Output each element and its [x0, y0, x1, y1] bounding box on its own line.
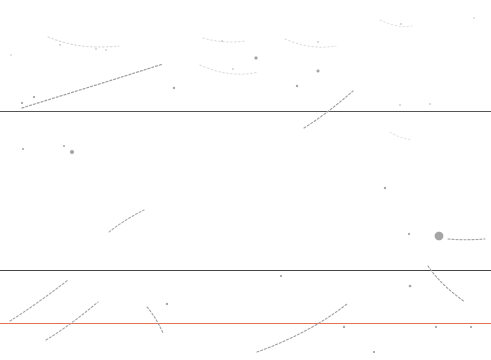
middle-horizontal-rule	[0, 270, 491, 271]
top-horizontal-rule	[0, 111, 491, 112]
bottom-horizontal-rule	[0, 323, 491, 324]
